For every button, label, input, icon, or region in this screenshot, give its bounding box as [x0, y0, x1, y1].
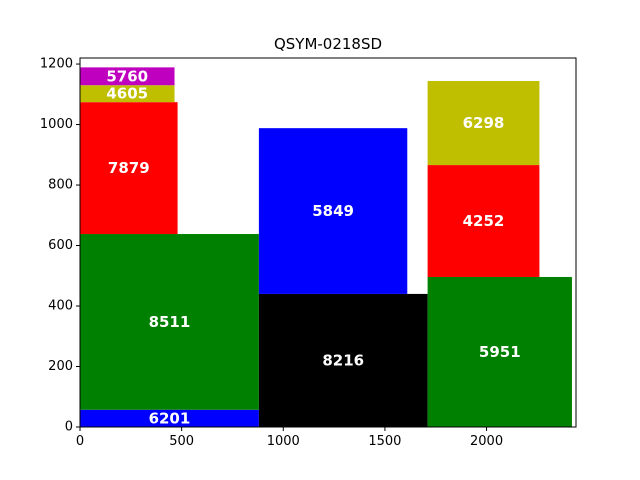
bar-label-4605: 4605 [106, 85, 148, 103]
bar-5760 [80, 67, 175, 86]
bar-8216 [258, 293, 428, 427]
x-tick-label-500: 500 [169, 434, 194, 449]
bar-label-5760: 5760 [106, 67, 148, 85]
plot-frame [79, 57, 577, 428]
bar-7879 [80, 102, 178, 235]
bar-label-5849: 5849 [312, 202, 354, 220]
bar-4605 [80, 85, 175, 103]
bar-6201 [80, 409, 259, 427]
x-tick-label-1500: 1500 [368, 434, 401, 449]
y-tick-label-600: 600 [48, 238, 73, 253]
y-tick-label-1000: 1000 [40, 117, 73, 132]
y-tick-label-1200: 1200 [40, 57, 73, 72]
bar-label-6298: 6298 [463, 114, 505, 132]
y-tick-label-400: 400 [48, 299, 73, 314]
bar-label-7879: 7879 [108, 159, 150, 177]
y-axis: 0 200 400 600 800 1000 1200 [40, 57, 80, 435]
chart-title: QSYM-0218SD [274, 35, 382, 53]
y-tick-label-200: 200 [48, 359, 73, 374]
bar-label-6201: 6201 [149, 409, 191, 427]
y-tick-label-0: 0 [65, 420, 73, 435]
y-tick-label-800: 800 [48, 178, 73, 193]
bar-5951 [427, 276, 572, 427]
x-tick-label-0: 0 [76, 434, 84, 449]
x-tick-label-2000: 2000 [470, 434, 503, 449]
plot-bars [80, 67, 572, 427]
x-tick-label-1000: 1000 [267, 434, 300, 449]
bar-label-8511: 8511 [149, 313, 191, 331]
bar-label-4252: 4252 [463, 212, 505, 230]
bar-5849 [258, 128, 408, 294]
bar-4252 [427, 165, 540, 277]
bar-8511 [80, 234, 259, 410]
x-axis: 0 500 1000 1500 2000 [76, 427, 503, 449]
bar-label-5951: 5951 [479, 343, 521, 361]
bar-label-8216: 8216 [322, 351, 364, 369]
bar-6298 [427, 80, 540, 166]
